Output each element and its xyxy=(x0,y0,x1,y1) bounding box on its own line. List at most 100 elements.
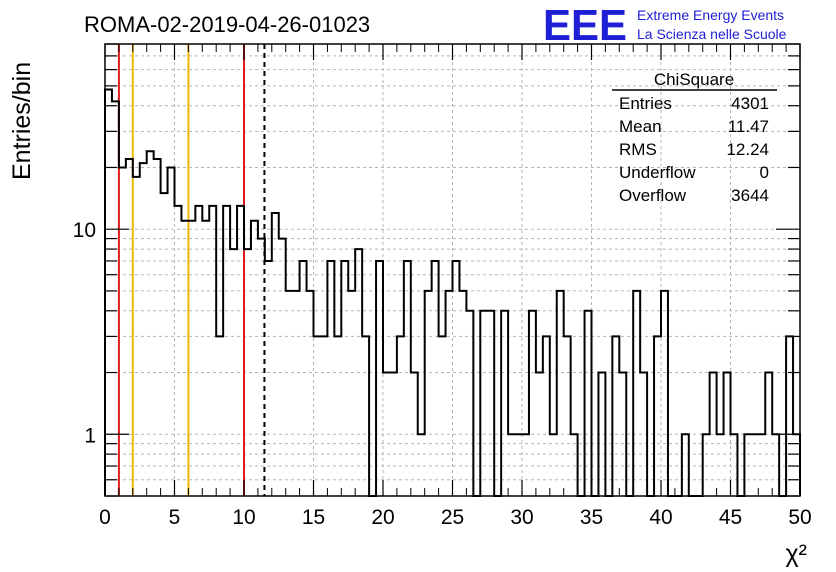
histogram-bin xyxy=(126,159,133,496)
histogram-bin xyxy=(265,261,272,496)
histogram-bin xyxy=(425,291,432,496)
histogram-bin xyxy=(571,434,578,496)
histogram-bin xyxy=(522,434,529,496)
histogram-bin xyxy=(446,291,453,496)
stats-label: Mean xyxy=(619,117,662,136)
histogram-bin xyxy=(501,311,508,496)
histogram-bin xyxy=(508,434,515,496)
histogram-bin xyxy=(355,249,362,496)
x-tick-label: 50 xyxy=(788,506,811,529)
histogram-bin xyxy=(786,336,793,496)
histogram-bin xyxy=(181,221,188,496)
histogram-bin xyxy=(487,311,494,496)
histogram-bin xyxy=(758,434,765,496)
histogram-bin xyxy=(195,206,202,496)
histogram-bin xyxy=(133,177,140,496)
histogram-bin xyxy=(188,221,195,496)
histogram-bin xyxy=(543,336,550,496)
histogram-bin xyxy=(418,434,425,496)
stats-rows: Entries 4301 Mean 11.47 RMS 12.24 Underflow 0 Ov… xyxy=(619,94,769,205)
histogram-bin xyxy=(286,291,293,496)
stats-value: 12.24 xyxy=(726,140,769,159)
x-tick-label: 10 xyxy=(232,506,255,529)
x-tick-label: 40 xyxy=(649,506,672,529)
y-tick-label: 10 xyxy=(73,219,96,242)
histogram-bin xyxy=(598,373,605,496)
histogram-bin xyxy=(661,291,668,496)
stats-value: 11.47 xyxy=(728,117,769,136)
histogram-bin xyxy=(251,221,258,496)
histogram-bin xyxy=(279,239,286,496)
histogram-bin xyxy=(112,101,119,496)
histogram-bin xyxy=(439,336,446,496)
x-tick-label: 45 xyxy=(719,506,742,529)
histogram-bin xyxy=(223,206,230,496)
histogram-bin xyxy=(334,336,341,496)
x-tick-label: 25 xyxy=(441,506,464,529)
histogram-bin xyxy=(320,336,327,496)
logo-line-2: La Scienza nelle Scuole xyxy=(637,26,787,42)
histogram-bin xyxy=(216,336,223,496)
stats-label: Overflow xyxy=(619,186,687,205)
x-tick-label: 20 xyxy=(371,506,394,529)
histogram-bin xyxy=(341,261,348,496)
histogram-bin xyxy=(619,373,626,496)
histogram-bin xyxy=(751,434,758,496)
axis-ticks xyxy=(104,43,801,497)
histogram-bin xyxy=(710,373,717,496)
histogram-bin xyxy=(404,261,411,496)
histogram-bin xyxy=(272,213,279,496)
histogram-bin xyxy=(202,221,209,496)
x-tick-label: 15 xyxy=(302,506,325,529)
histogram-bin xyxy=(362,336,369,496)
histogram-bin xyxy=(744,434,751,496)
histogram-bin xyxy=(237,206,244,496)
histogram-bin xyxy=(258,239,265,496)
x-tick-label: 5 xyxy=(169,506,181,529)
histogram-bin xyxy=(550,434,557,496)
histogram-bin xyxy=(724,373,731,496)
stats-value: 3644 xyxy=(731,186,769,205)
histogram-bin xyxy=(300,261,307,496)
histogram-bin xyxy=(230,249,237,496)
histogram-bin xyxy=(307,291,314,496)
histogram-bin xyxy=(654,336,661,496)
histogram-bin xyxy=(327,261,334,496)
histogram-bin xyxy=(397,336,404,496)
histogram-bin xyxy=(466,311,473,496)
histogram-bin xyxy=(119,167,126,496)
histogram-bin xyxy=(244,249,251,496)
x-tick-label: 30 xyxy=(510,506,533,529)
histogram-bin xyxy=(432,261,439,496)
histogram-bin xyxy=(376,261,383,496)
histogram-bin xyxy=(772,434,779,496)
histogram-bin xyxy=(168,167,175,496)
reference-lines xyxy=(117,44,266,496)
stats-box: ChiSquare Entries 4301 Mean 11.47 RMS 12.24 Un… xyxy=(612,70,777,205)
stats-label: RMS xyxy=(619,140,657,159)
tick-labels: 0 5 10 15 20 25 30 35 40 45 50 1 10 xyxy=(73,219,812,529)
logo-line-1: Extreme Energy Events xyxy=(637,7,784,23)
histogram-bin xyxy=(564,336,571,496)
chart-title: ROMA-02-2019-04-26-01023 xyxy=(84,12,370,37)
stats-label: Entries xyxy=(619,94,672,113)
histogram-bin xyxy=(536,373,543,496)
histogram-bin xyxy=(633,291,640,496)
histogram-bin xyxy=(765,373,772,496)
histogram-bin xyxy=(147,151,154,496)
histogram-bin xyxy=(731,434,738,496)
stats-title: ChiSquare xyxy=(654,70,734,89)
histogram-bin xyxy=(703,434,710,496)
histogram-bin xyxy=(348,291,355,496)
histogram-bin xyxy=(717,434,724,496)
x-tick-label: 0 xyxy=(99,506,111,529)
histogram-bin xyxy=(293,291,300,496)
histogram-bin xyxy=(390,373,397,496)
histogram-bin xyxy=(529,311,536,496)
histogram-bin xyxy=(411,373,418,496)
histogram-bin xyxy=(585,311,592,496)
histogram-bin xyxy=(612,336,619,496)
histogram-bin xyxy=(515,434,522,496)
y-tick-label: 1 xyxy=(84,424,96,447)
